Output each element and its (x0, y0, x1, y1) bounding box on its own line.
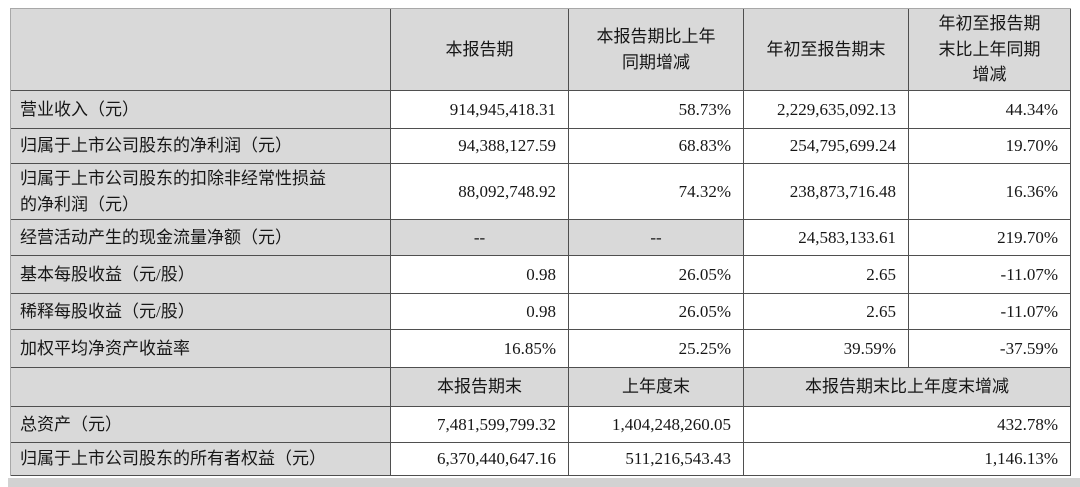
value-cell: 19.70% (909, 129, 1071, 164)
row-label: 归属于上市公司股东的扣除非经常性损益 的净利润（元） (11, 164, 391, 220)
row-label: 稀释每股收益（元/股） (11, 294, 391, 330)
table-row-weighted-avg-roe: 加权平均净资产收益率 16.85% 25.25% 39.59% -37.59% (11, 330, 1071, 368)
value-cell: 7,481,599,799.32 (391, 407, 569, 443)
table-row-total-assets: 总资产（元） 7,481,599,799.32 1,404,248,260.05… (11, 407, 1071, 443)
table-row-diluted-eps: 稀释每股收益（元/股） 0.98 26.05% 2.65 -11.07% (11, 294, 1071, 330)
value-cell: 6,370,440,647.16 (391, 443, 569, 476)
value-cell: 2.65 (744, 256, 909, 294)
value-cell: 39.59% (744, 330, 909, 368)
financial-summary-table: 本报告期 本报告期比上年 同期增减 年初至报告期末 年初至报告期 末比上年同期 … (10, 8, 1071, 476)
value-cell: 44.34% (909, 91, 1071, 129)
table-row-net-profit: 归属于上市公司股东的净利润（元） 94,388,127.59 68.83% 25… (11, 129, 1071, 164)
row-label: 归属于上市公司股东的净利润（元） (11, 129, 391, 164)
value-cell: 1,146.13% (744, 443, 1071, 476)
value-cell: 254,795,699.24 (744, 129, 909, 164)
value-cell: 0.98 (391, 256, 569, 294)
header-cell-current-period: 本报告期 (391, 9, 569, 91)
value-cell-dash: -- (569, 220, 744, 256)
table-row-operating-revenue: 营业收入（元） 914,945,418.31 58.73% 2,229,635,… (11, 91, 1071, 129)
value-cell: 1,404,248,260.05 (569, 407, 744, 443)
header-cell-ytd-vs-prior: 年初至报告期 末比上年同期 增减 (909, 9, 1071, 91)
value-cell: 24,583,133.61 (744, 220, 909, 256)
header-row-1: 本报告期 本报告期比上年 同期增减 年初至报告期末 年初至报告期 末比上年同期 … (11, 9, 1071, 91)
next-row-partial-strip (8, 478, 1080, 487)
value-cell: 68.83% (569, 129, 744, 164)
value-cell: 432.78% (744, 407, 1071, 443)
row-label: 总资产（元） (11, 407, 391, 443)
value-cell: 2.65 (744, 294, 909, 330)
table-row-equity-attributable-to-shareholders: 归属于上市公司股东的所有者权益（元） 6,370,440,647.16 511,… (11, 443, 1071, 476)
row-label: 归属于上市公司股东的所有者权益（元） (11, 443, 391, 476)
value-cell: 0.98 (391, 294, 569, 330)
header-cell-prior-year-end: 上年度末 (569, 368, 744, 407)
value-cell: 2,229,635,092.13 (744, 91, 909, 129)
table-row-operating-cash-flow: 经营活动产生的现金流量净额（元） -- -- 24,583,133.61 219… (11, 220, 1071, 256)
value-cell: 219.70% (909, 220, 1071, 256)
header-cell-blank (11, 9, 391, 91)
value-cell: -11.07% (909, 294, 1071, 330)
value-cell: -37.59% (909, 330, 1071, 368)
value-cell: 25.25% (569, 330, 744, 368)
header-cell-period-end: 本报告期末 (391, 368, 569, 407)
value-cell: 58.73% (569, 91, 744, 129)
header-cell-ytd: 年初至报告期末 (744, 9, 909, 91)
value-cell: 88,092,748.92 (391, 164, 569, 220)
value-cell: 238,873,716.48 (744, 164, 909, 220)
value-cell: 94,388,127.59 (391, 129, 569, 164)
header-cell-period-end-vs-prior-year-end: 本报告期末比上年度末增减 (744, 368, 1071, 407)
header-cell-blank (11, 368, 391, 407)
value-cell: 26.05% (569, 256, 744, 294)
table-row-net-profit-excl-nonrecurring: 归属于上市公司股东的扣除非经常性损益 的净利润（元） 88,092,748.92… (11, 164, 1071, 220)
value-cell: 26.05% (569, 294, 744, 330)
value-cell: 511,216,543.43 (569, 443, 744, 476)
row-label: 基本每股收益（元/股） (11, 256, 391, 294)
row-label: 经营活动产生的现金流量净额（元） (11, 220, 391, 256)
table-row-basic-eps: 基本每股收益（元/股） 0.98 26.05% 2.65 -11.07% (11, 256, 1071, 294)
value-cell: 914,945,418.31 (391, 91, 569, 129)
value-cell: 16.36% (909, 164, 1071, 220)
header-cell-current-vs-prior: 本报告期比上年 同期增减 (569, 9, 744, 91)
value-cell: -11.07% (909, 256, 1071, 294)
row-label: 加权平均净资产收益率 (11, 330, 391, 368)
value-cell: 74.32% (569, 164, 744, 220)
value-cell: 16.85% (391, 330, 569, 368)
value-cell-dash: -- (391, 220, 569, 256)
row-label: 营业收入（元） (11, 91, 391, 129)
header-row-2: 本报告期末 上年度末 本报告期末比上年度末增减 (11, 368, 1071, 407)
